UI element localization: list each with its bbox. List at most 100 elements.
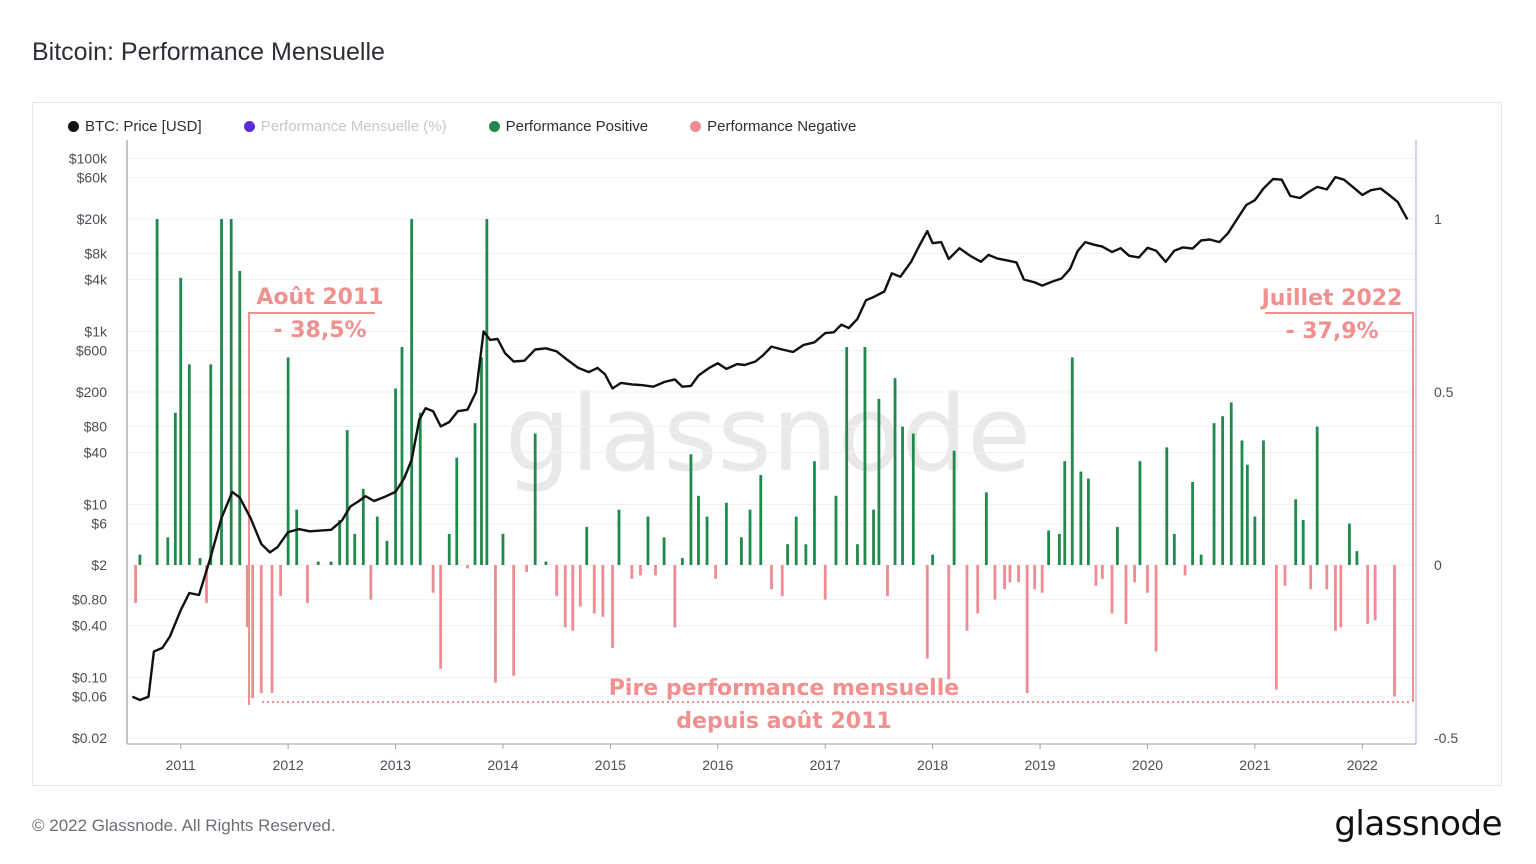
positive-bar	[1253, 516, 1257, 565]
positive-bar	[1138, 461, 1142, 565]
negative-bar	[673, 565, 677, 628]
negative-bar	[601, 565, 605, 617]
negative-bar	[639, 565, 642, 576]
positive-bar	[585, 526, 589, 565]
positive-bar	[901, 426, 904, 565]
positive-bar	[724, 502, 728, 565]
negative-bar	[270, 565, 274, 694]
negative-bar	[1283, 565, 1287, 586]
positive-bar	[1086, 478, 1090, 565]
x-tick-label: 2021	[1239, 757, 1270, 773]
legend-label-negative: Performance Negative	[707, 118, 857, 135]
negative-bar	[571, 565, 575, 631]
y-left-axis-ticks: $100k $60k $20k $8k $4k $1k $600 $200 $80 $40 $10 $…	[69, 151, 108, 746]
positive-bar	[984, 492, 988, 565]
positive-bar	[1057, 533, 1061, 565]
footer-logo[interactable]: glassnode	[1334, 804, 1502, 844]
x-tick-label: 2018	[917, 757, 948, 773]
negative-bar	[1025, 565, 1029, 694]
y-right-axis-ticks: 1 0.5 0 -0.5	[1434, 211, 1458, 746]
y-right-tick-label: 0.5	[1434, 384, 1454, 400]
legend-dot-negative	[690, 121, 702, 132]
positive-bar	[748, 509, 752, 565]
positive-bar	[198, 558, 202, 565]
positive-bar	[220, 219, 223, 565]
positive-bar	[786, 544, 790, 565]
negative-bar	[780, 565, 784, 597]
y-left-tick-label: $0.10	[72, 670, 107, 686]
annotation-left-value: - 38,5%	[273, 318, 366, 343]
legend-label-positive: Performance Positive	[505, 118, 649, 135]
positive-bar	[1165, 447, 1169, 565]
positive-bar	[794, 516, 798, 565]
positive-bar	[187, 364, 191, 565]
positive-bar	[480, 357, 483, 565]
annotation-left-title: Août 2011	[256, 285, 383, 310]
positive-bar	[455, 457, 459, 565]
positive-bar	[705, 516, 709, 565]
positive-bar	[1315, 426, 1319, 565]
positive-bar	[617, 509, 621, 565]
y-right-tick-label: 1	[1434, 211, 1442, 227]
positive-bar	[485, 219, 489, 565]
negative-bar	[947, 565, 951, 680]
positive-bar	[646, 516, 650, 565]
negative-bar	[1040, 565, 1044, 593]
positive-bar	[533, 433, 537, 565]
positive-bar	[345, 430, 349, 565]
positive-bar	[544, 561, 548, 565]
negative-bar	[770, 565, 773, 590]
y-left-tick-label: $60k	[77, 170, 108, 186]
positive-bar	[931, 554, 935, 565]
positive-bar	[295, 509, 299, 565]
positive-bar	[1355, 551, 1359, 565]
legend-item-performance[interactable]: Performance Mensuelle (%)	[243, 118, 447, 135]
positive-bar	[689, 454, 693, 565]
positive-bar	[759, 475, 763, 565]
positive-bar	[1070, 357, 1074, 565]
negative-bar	[134, 565, 137, 604]
negative-bar	[1124, 565, 1128, 624]
negative-bar	[205, 565, 208, 604]
positive-bar	[1191, 481, 1194, 565]
negative-bar	[431, 565, 435, 593]
page-title: Bitcoin: Performance Mensuelle	[32, 38, 385, 66]
negative-bar	[886, 565, 889, 597]
positive-bar	[856, 544, 859, 565]
negative-bar	[1309, 565, 1313, 590]
legend-item-price[interactable]: BTC: Price [USD]	[68, 118, 202, 135]
negative-bar	[494, 565, 497, 683]
legend-item-positive[interactable]: Performance Positive	[488, 118, 649, 135]
positive-bar	[1245, 464, 1249, 565]
positive-bar	[353, 533, 357, 565]
y-left-tick-label: $2	[91, 557, 107, 573]
positive-bar	[1301, 520, 1305, 565]
positive-bar	[1172, 533, 1176, 565]
negative-bar	[1100, 565, 1104, 579]
positive-bar	[1229, 402, 1233, 565]
positive-bar	[1199, 554, 1203, 565]
annotation-bottom-line2: depuis août 2011	[676, 709, 891, 734]
positive-bar	[952, 450, 956, 565]
negative-bar	[1110, 565, 1114, 614]
annotation-right-value: - 37,9%	[1285, 319, 1378, 344]
negative-bar	[993, 565, 997, 600]
x-tick-label: 2019	[1024, 757, 1055, 773]
y-right-tick-label: 0	[1434, 557, 1442, 573]
annotation-right-title: Juillet 2022	[1260, 286, 1403, 311]
positive-bar	[166, 537, 170, 565]
negative-bar	[525, 565, 528, 572]
legend-item-negative[interactable]: Performance Negative	[690, 118, 856, 135]
positive-bar	[1221, 416, 1225, 565]
y-left-tick-label: $0.02	[72, 730, 107, 746]
negative-bar	[1274, 565, 1278, 690]
positive-bar	[209, 364, 213, 565]
negative-bar	[1325, 565, 1329, 590]
negative-bar	[965, 565, 969, 631]
negative-bar	[592, 565, 596, 614]
y-left-tick-label: $4k	[84, 271, 108, 287]
y-left-tick-label: $6	[91, 516, 107, 532]
negative-bar	[259, 565, 263, 694]
negative-bar	[1003, 565, 1006, 590]
